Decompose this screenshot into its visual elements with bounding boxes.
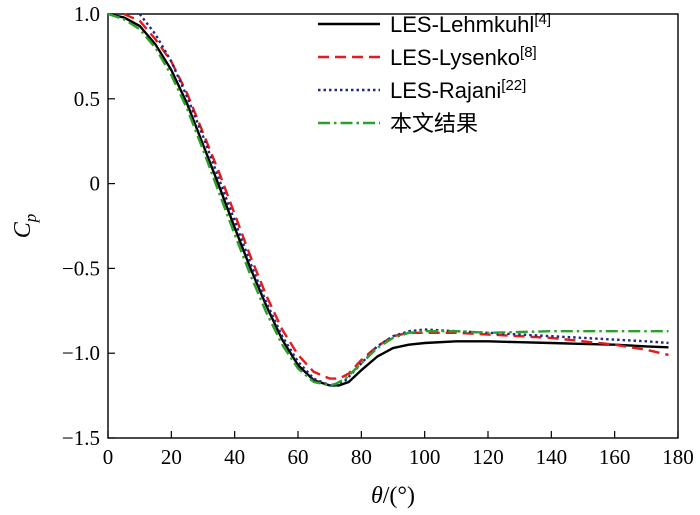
y-tick-label: 0 xyxy=(90,172,101,196)
x-tick-label: 180 xyxy=(662,445,694,469)
y-axis-ticks: 1.0 0.5 0 −0.5 −1.0 −1.5 xyxy=(62,2,115,450)
x-tick-label: 60 xyxy=(288,445,309,469)
legend-label: LES-Lysenko[8] xyxy=(390,44,537,70)
series-line-1 xyxy=(107,12,669,387)
legend-series-name: LES-Lehmkuhl xyxy=(390,12,534,37)
legend-series-name: LES-Rajani xyxy=(390,78,501,103)
series-line-4 xyxy=(107,12,669,387)
y-tick-label: −1.5 xyxy=(62,426,100,450)
x-tick-label: 140 xyxy=(536,445,568,469)
y-axis-title: Cp xyxy=(10,214,40,239)
y-tick-label: −1.0 xyxy=(62,341,100,365)
x-tick-label: 80 xyxy=(351,445,372,469)
y-tick-label: 0.5 xyxy=(74,87,100,111)
x-tick-label: 0 xyxy=(103,445,114,469)
x-axis-ticks: 0 20 40 60 80 100 120 140 160 180 xyxy=(103,431,694,469)
series-line-3 xyxy=(138,13,669,387)
legend-label: 本文结果 xyxy=(390,111,478,136)
x-axis-title: θ/(°) xyxy=(371,483,415,509)
legend-label: LES-Rajani[22] xyxy=(390,77,526,103)
x-tick-label: 120 xyxy=(472,445,504,469)
y-tick-label: −0.5 xyxy=(62,256,100,280)
series-layer xyxy=(107,12,669,387)
y-axis-subscript: p xyxy=(21,214,40,224)
legend-reference: [4] xyxy=(534,11,551,28)
legend-series-name: LES-Lysenko xyxy=(390,45,520,70)
x-axis-unit: /(°) xyxy=(383,483,415,509)
x-tick-label: 40 xyxy=(224,445,245,469)
legend-reference: [8] xyxy=(520,44,537,61)
x-axis-symbol: θ xyxy=(371,483,383,509)
y-tick-label: 1.0 xyxy=(74,2,100,26)
legend: LES-Lehmkuhl[4]LES-Lysenko[8]LES-Rajani[… xyxy=(318,11,551,136)
legend-series-name: 本文结果 xyxy=(390,111,478,136)
x-tick-label: 20 xyxy=(161,445,182,469)
legend-label: LES-Lehmkuhl[4] xyxy=(390,11,551,37)
plot-frame xyxy=(107,13,679,439)
y-axis-symbol: C xyxy=(10,221,36,238)
x-tick-label: 160 xyxy=(599,445,631,469)
legend-reference: [22] xyxy=(501,77,526,94)
x-tick-label: 100 xyxy=(409,445,441,469)
